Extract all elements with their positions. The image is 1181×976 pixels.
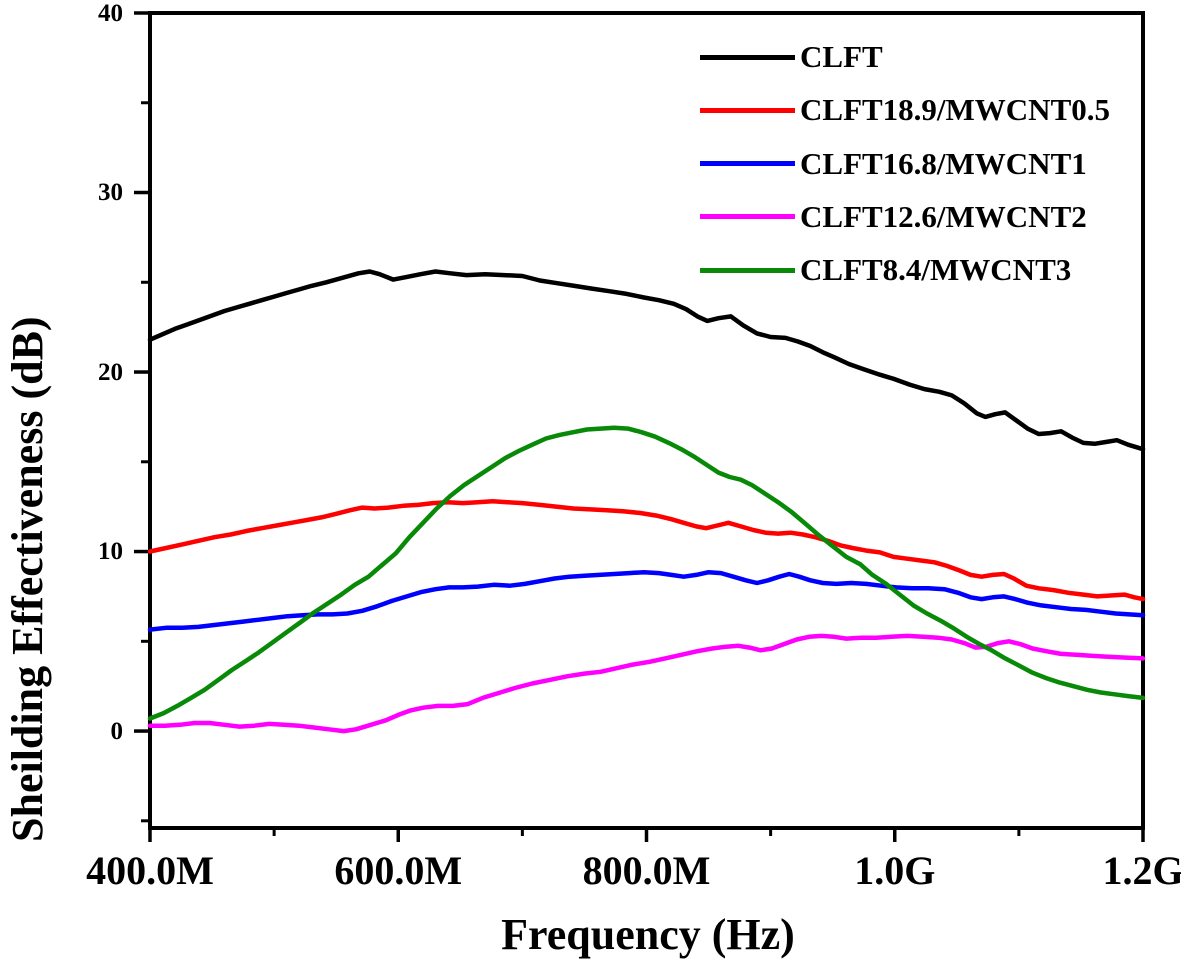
x-tick-label: 1.2G [1102,848,1181,893]
legend-item: CLFT8.4/MWCNT3 [700,247,1071,293]
y-axis-title: Sheilding Effectiveness (dB) [3,316,52,842]
legend-item: CLFT18.9/MWCNT0.5 [700,87,1110,133]
legend-line-swatch [700,107,795,113]
series-line-CLFT8.4/MWCNT3 [147,425,1146,721]
x-axis-title: Frequency (Hz) [501,910,795,959]
x-tick-label: 1.0G [854,848,936,893]
y-tick-label: 10 [98,538,123,566]
legend-line-swatch [700,54,795,60]
series-line-CLFT16.8/MWCNT1 [147,569,1146,632]
series-line-CLFT [147,269,1146,452]
x-tick-label: 600.0M [334,848,463,893]
legend-label: CLFT12.6/MWCNT2 [800,198,1087,234]
legend-item: CLFT [700,34,883,80]
series-line-CLFT18.9/MWCNT0.5 [147,499,1146,602]
legend-line-swatch [700,267,795,273]
y-tick-label: 30 [98,179,123,206]
y-tick-label: 40 [98,0,123,27]
y-tick-label: 0 [110,717,124,745]
x-tick-label: 400.0M [86,848,214,893]
legend-item: CLFT16.8/MWCNT1 [700,141,1087,187]
legend-label: CLFT [800,39,883,74]
legend-item: CLFT12.6/MWCNT2 [700,194,1087,240]
legend-line-swatch [700,161,795,167]
legend-label: CLFT18.9/MWCNT0.5 [800,92,1110,128]
legend-label: CLFT16.8/MWCNT1 [800,145,1087,181]
y-tick-label: 20 [98,358,123,386]
plot-border [148,11,1145,830]
legend-line-swatch [700,214,795,220]
x-tick-label: 800.0M [582,848,711,893]
legend-label: CLFT8.4/MWCNT3 [800,252,1072,288]
